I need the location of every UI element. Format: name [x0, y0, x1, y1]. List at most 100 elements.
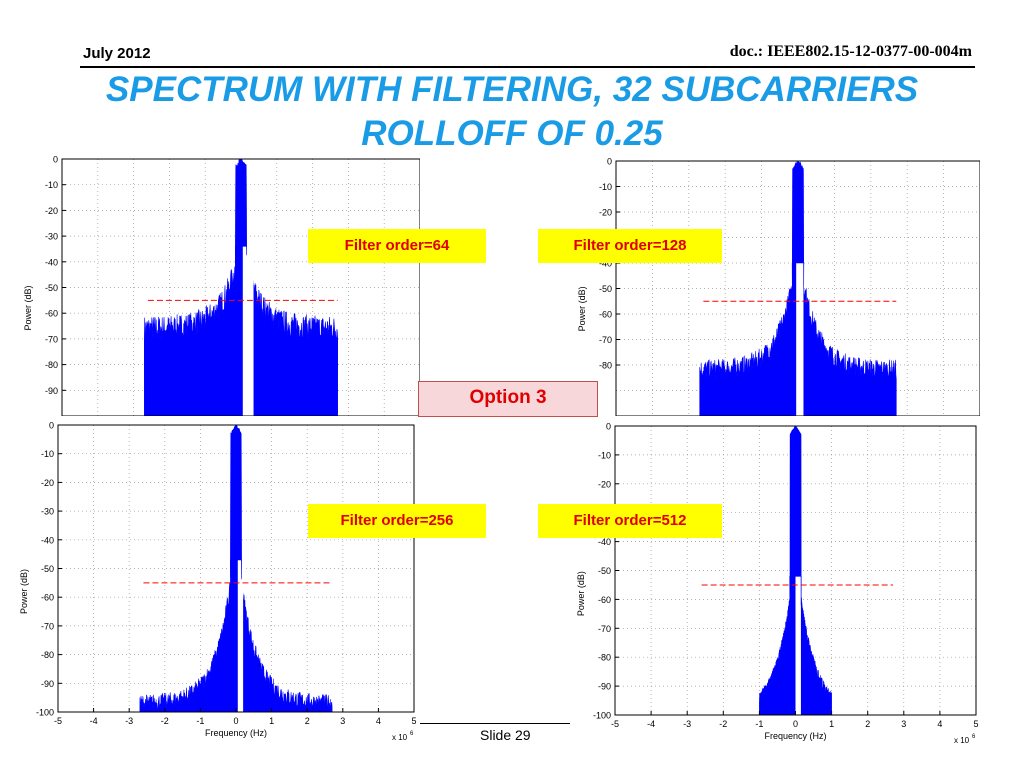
slide-title-line2: ROLLOFF OF 0.25	[361, 114, 663, 153]
spectrum-peak	[789, 426, 802, 606]
spectrum-plot-order-64: 0 -10 -20 -30 -40 -50 -60 -70 -80 -90 Power (dB)	[23, 155, 420, 416]
y-tick-label: -60	[41, 593, 54, 603]
slide-title-line1: SPECTRUM WITH FILTERING, 32 SUBCARRIERS	[105, 70, 919, 109]
x-tick-label: -2	[161, 716, 169, 726]
footer-divider	[420, 723, 570, 724]
header-divider	[80, 66, 975, 68]
y-tick-label: -20	[599, 208, 612, 218]
y-tick-label: 0	[606, 422, 611, 432]
y-tick-label: -40	[41, 535, 54, 545]
y-tick-label: -70	[41, 621, 54, 631]
slide-number: Slide 29	[480, 727, 531, 743]
x-tick-label: -3	[683, 719, 691, 729]
spectrum-peak	[791, 161, 805, 294]
spectrum-area	[143, 159, 339, 416]
y-tick-label: -10	[599, 182, 612, 192]
spectrum-peak	[234, 159, 248, 269]
y-tick-label: -30	[45, 232, 58, 242]
y-axis-label: Power (dB)	[576, 571, 586, 616]
x-tick-label: 5	[411, 716, 416, 726]
x-tick-label: 2	[865, 719, 870, 729]
x-tick-label: -4	[90, 716, 98, 726]
y-tick-label: -10	[45, 180, 58, 190]
y-axis-label: Power (dB)	[19, 569, 29, 614]
x-tick-label: -3	[125, 716, 133, 726]
y-tick-label: 0	[607, 157, 612, 167]
y-tick-label: -50	[598, 566, 611, 576]
x-tick-label: -1	[196, 716, 204, 726]
y-tick-label: -40	[599, 259, 612, 269]
y-tick-label: -20	[598, 479, 611, 489]
filter-label-512: Filter order=512	[538, 504, 722, 538]
y-tick-label: 0	[49, 421, 54, 431]
spectrum-notch	[242, 246, 254, 416]
x-axis-multiplier-exp: 6	[410, 731, 414, 737]
x-tick-label: 5	[973, 719, 978, 729]
x-tick-label: -1	[755, 719, 763, 729]
x-tick-label: 2	[305, 716, 310, 726]
filter-label-256: Filter order=256	[308, 504, 486, 538]
x-axis-label: Frequency (Hz)	[764, 731, 826, 741]
y-tick-label: -100	[593, 711, 611, 721]
spectrum-series	[139, 425, 333, 712]
y-tick-label: -10	[598, 450, 611, 460]
x-tick-label: 4	[937, 719, 942, 729]
spectrum-plot-order-512: 0-10-20-30-40-50-60-70-80-90-100-5-4-3-2…	[576, 422, 979, 745]
y-tick-label: -80	[41, 650, 54, 660]
y-tick-label: -40	[598, 537, 611, 547]
header-doc-id: doc.: IEEE802.15-12-0377-00-004m	[729, 43, 972, 60]
x-tick-label: -5	[54, 716, 62, 726]
x-tick-label: -4	[647, 719, 655, 729]
y-tick-label: -90	[41, 679, 54, 689]
x-axis-multiplier: x 10	[954, 736, 970, 744]
y-tick-label: -30	[41, 507, 54, 517]
y-axis-label: Power (dB)	[577, 286, 587, 331]
spectrum-notch	[795, 576, 801, 715]
spectrum-series	[143, 159, 339, 416]
y-tick-label: -60	[599, 310, 612, 320]
x-tick-label: 0	[233, 716, 238, 726]
y-tick-label: -90	[45, 386, 58, 396]
spectrum-series	[699, 161, 897, 416]
header-date: July 2012	[83, 45, 151, 62]
y-axis-label: Power (dB)	[23, 286, 33, 331]
y-tick-label: -60	[598, 595, 611, 605]
spectrum-plot-order-256: 0-10-20-30-40-50-60-70-80-90-100-5 -4 -3 -2…	[19, 421, 417, 743]
spectrum-notch	[796, 263, 804, 416]
y-tick-label: -20	[45, 206, 58, 216]
y-tick-label: -80	[599, 361, 612, 371]
y-tick-label: -70	[598, 624, 611, 634]
x-axis-multiplier: x 10	[392, 733, 408, 742]
x-tick-label: 1	[269, 716, 274, 726]
x-tick-label: -2	[719, 719, 727, 729]
x-axis-multiplier-exp: 6	[972, 734, 976, 740]
y-tick-label: -70	[45, 334, 58, 344]
y-tick-label: -60	[45, 309, 58, 319]
spectrum-notch	[237, 559, 244, 712]
y-tick-label: -90	[598, 682, 611, 692]
spectrum-peak	[230, 425, 242, 580]
x-tick-label: 3	[901, 719, 906, 729]
y-tick-label: -50	[45, 283, 58, 293]
y-tick-label: 0	[53, 155, 58, 165]
x-tick-label: 3	[340, 716, 345, 726]
y-tick-label: -20	[41, 478, 54, 488]
y-tick-label: -70	[599, 335, 612, 345]
y-tick-label: -10	[41, 449, 54, 459]
x-tick-label: -5	[611, 719, 619, 729]
y-tick-label: -100	[36, 708, 54, 718]
x-tick-label: 0	[793, 719, 798, 729]
spectrum-series	[759, 426, 832, 715]
y-tick-label: -80	[45, 360, 58, 370]
y-tick-label: -50	[599, 284, 612, 294]
option-label: Option 3	[418, 381, 598, 417]
y-tick-label: -80	[598, 653, 611, 663]
x-axis-label: Frequency (Hz)	[205, 728, 267, 738]
y-tick-label: -40	[45, 257, 58, 267]
filter-label-64: Filter order=64	[308, 229, 486, 263]
x-tick-label: 1	[829, 719, 834, 729]
y-tick-label: -50	[41, 564, 54, 574]
x-tick-label: 4	[376, 716, 381, 726]
filter-label-128: Filter order=128	[538, 229, 722, 263]
